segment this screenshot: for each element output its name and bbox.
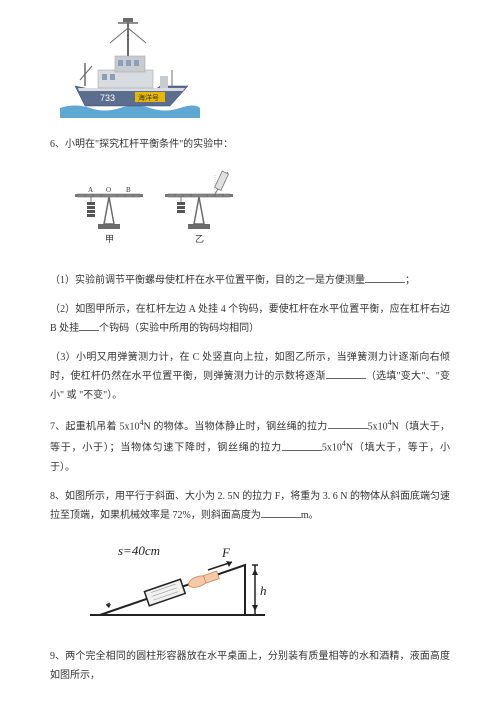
arrowhead (252, 605, 258, 611)
blank (328, 417, 368, 429)
svg-text:甲: 甲 (105, 234, 114, 244)
lever-yi: 乙 (165, 171, 233, 244)
blank (326, 367, 366, 379)
cabin-window (126, 60, 131, 66)
q6-sub1-text: （1）实验前调节平衡螺母使杠杆在水平位置平衡，目的之一是方便测量 (50, 275, 365, 286)
mast-arm (128, 28, 146, 43)
radar (123, 18, 133, 22)
svg-text:B: B (126, 186, 131, 194)
blank (261, 506, 301, 518)
q7-e: 5x10 (322, 443, 342, 454)
flag-label: 海洋号 (138, 93, 159, 102)
q6-sub1: （1）实验前调节平衡螺母使杠杆在水平位置平衡，目的之一是方便测量 ； (50, 271, 450, 290)
lever-illustration: A O B 甲 (70, 164, 450, 261)
lever-jia: A O B 甲 (75, 186, 143, 244)
q6-sub2: （2）如图甲所示，在杠杆左边 A 处挂 4 个钩码，要使杠杆在水平位置平衡，应在… (50, 300, 450, 338)
q8-a: 8、如图所示，用平行于斜面、大小为 2. 5N 的拉力 F，将重为 3. 6 N… (50, 491, 450, 521)
deck-window (110, 74, 115, 80)
svg-text:A: A (88, 186, 93, 194)
hull-stripe (78, 88, 185, 91)
q7-a: 7、起重机吊着 5x10 (50, 421, 139, 432)
q6-intro: 6、小明在"探究杠杆平衡条件"的实验中： (50, 135, 450, 154)
hull-number: 733 (100, 93, 115, 103)
svg-text:O: O (106, 186, 111, 194)
h-label: h (260, 583, 267, 598)
q6-sub3: （3）小明又用弹簧测力计，在 C 处竖直向上拉，如图乙所示，当弹簧测力计逐渐向右… (50, 348, 450, 405)
incline-illustration: F s=40cm h (80, 535, 450, 637)
stern-block (160, 76, 168, 88)
svg-text:乙: 乙 (195, 234, 204, 244)
arrowhead (252, 569, 258, 575)
F-label: F (221, 545, 231, 560)
q8-b: m。 (301, 510, 319, 521)
q8: 8、如图所示，用平行于斜面、大小为 2. 5N 的拉力 F，将重为 3. 6 N… (50, 487, 450, 525)
water (60, 106, 200, 119)
q6-sub2-cont: 个钩码（实验中所用的钩码均相同） (99, 323, 259, 334)
q9: 9、两个完全相同的圆柱形容器放在水平桌面上，分别装有质量相等的水和酒精，液面高度… (50, 647, 450, 685)
ship-illustration: 733 海洋号 (60, 8, 450, 125)
q7-c: 5x10 (368, 421, 388, 432)
deck-window (102, 74, 107, 80)
blank (365, 271, 405, 283)
mast-arm (110, 28, 128, 43)
cabin-window (118, 60, 123, 66)
blank (79, 319, 99, 331)
cabin-window (134, 60, 139, 66)
blank (282, 439, 322, 451)
s-label: s=40cm (118, 543, 160, 558)
q7-b: N 的物体。当物体静止时，钢丝绳的拉力 (143, 421, 327, 432)
q7: 7、起重机吊着 5x104N 的物体。当物体静止时，钢丝绳的拉力5x104N（填… (50, 415, 450, 477)
q6-sub1-end: ； (405, 275, 415, 286)
bow-crane (80, 66, 92, 80)
